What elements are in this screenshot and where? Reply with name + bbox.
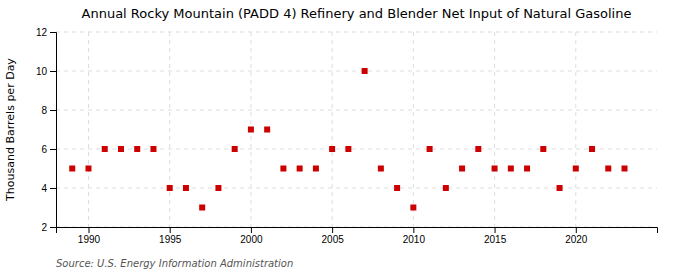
source: Source: U.S. Energy Information Administ… <box>56 258 293 269</box>
x-tick-mark <box>332 227 333 233</box>
point <box>410 205 416 211</box>
y-tick-mark <box>50 149 56 150</box>
point <box>557 185 563 191</box>
point <box>118 146 124 152</box>
x-tick-label: 2010 <box>403 234 426 245</box>
grid-line-x <box>494 32 495 227</box>
point <box>443 185 449 191</box>
plot: 1990 1995 2000 2005 2010 2015 2020 2 4 6 8 10 12 <box>36 27 658 245</box>
y-tick-label: 8 <box>41 105 47 116</box>
y-tick: 2 <box>41 222 56 233</box>
y-tick-label: 12 <box>36 27 48 38</box>
y-axis: 2 4 6 8 10 12 <box>36 27 57 233</box>
x-tick-mark <box>576 227 577 233</box>
grid-line-y <box>56 149 657 150</box>
x-tick-mark <box>170 227 171 233</box>
point <box>102 146 108 152</box>
x-tick-label: 1990 <box>78 234 101 245</box>
point <box>362 68 368 74</box>
y-tick: 8 <box>41 105 56 116</box>
chart: 1990 1995 2000 2005 2010 2015 2020 2 4 6 8 10 12 Annu… <box>0 0 675 275</box>
x-tick-label: 2005 <box>322 234 345 245</box>
grid-line-y <box>56 71 657 72</box>
y-tick-mark <box>50 71 56 72</box>
point <box>264 127 270 133</box>
point <box>524 166 530 172</box>
x-axis-line <box>57 228 658 234</box>
x-tick-label: 2015 <box>484 234 507 245</box>
point <box>589 146 595 152</box>
points <box>69 68 627 211</box>
point <box>232 146 238 152</box>
y-tick-mark <box>50 188 56 189</box>
point <box>394 185 400 191</box>
grid-line-x <box>169 32 170 227</box>
grid-line-x <box>88 32 89 227</box>
x-tick: 1995 <box>159 227 182 245</box>
x-tick: 2005 <box>322 227 345 245</box>
x-tick-label: 1995 <box>159 234 182 245</box>
x-axis: 1990 1995 2000 2005 2010 2015 2020 <box>57 227 658 245</box>
x-tick: 2010 <box>403 227 426 245</box>
y-tick: 4 <box>41 183 56 194</box>
y-tick-label: 10 <box>36 66 48 77</box>
point <box>167 185 173 191</box>
point <box>280 166 286 172</box>
x-tick: 1990 <box>78 227 101 245</box>
grid-line-x <box>332 32 333 227</box>
y-tick-label: 6 <box>41 144 47 155</box>
y-axis-line <box>50 33 57 228</box>
y-tick-label: 4 <box>41 183 47 194</box>
y-tick-label: 2 <box>41 222 47 233</box>
point <box>492 166 498 172</box>
point <box>427 146 433 152</box>
x-tick-mark <box>88 227 89 233</box>
x-tick-mark <box>495 227 496 233</box>
point <box>459 166 465 172</box>
x-tick-mark <box>251 227 252 233</box>
point <box>508 166 514 172</box>
point <box>248 127 254 133</box>
x-tick: 2020 <box>565 227 588 245</box>
grid-line-x <box>575 32 576 227</box>
x-tick-label: 2000 <box>240 234 263 245</box>
point <box>199 205 205 211</box>
point <box>378 166 384 172</box>
point <box>329 146 335 152</box>
point <box>215 185 221 191</box>
y-tick: 10 <box>36 66 56 77</box>
point <box>573 166 579 172</box>
point <box>622 166 628 172</box>
y-tick: 12 <box>36 27 56 38</box>
x-tick: 2000 <box>240 227 263 245</box>
point <box>297 166 303 172</box>
point <box>313 166 319 172</box>
point <box>605 166 611 172</box>
point <box>150 146 156 152</box>
grid-line-y <box>56 188 657 189</box>
point <box>69 166 75 172</box>
y-tick-mark <box>50 32 56 33</box>
grid-line-y <box>56 32 657 33</box>
y-tick-mark <box>50 227 56 228</box>
point <box>134 146 140 152</box>
point <box>183 185 189 191</box>
title: Annual Rocky Mountain (PADD 4) Refinery … <box>82 6 632 21</box>
point <box>85 166 91 172</box>
grid-line-y <box>56 110 657 111</box>
y-tick-mark <box>50 110 56 111</box>
grid <box>56 32 657 227</box>
grid-line-x <box>413 32 414 227</box>
y-tick: 6 <box>41 144 56 155</box>
point <box>345 146 351 152</box>
y-axis-title: Thousand Barrels per Day <box>4 58 17 202</box>
x-tick: 2015 <box>484 227 507 245</box>
x-tick-mark <box>413 227 414 233</box>
point <box>540 146 546 152</box>
point <box>475 146 481 152</box>
x-tick-label: 2020 <box>565 234 588 245</box>
